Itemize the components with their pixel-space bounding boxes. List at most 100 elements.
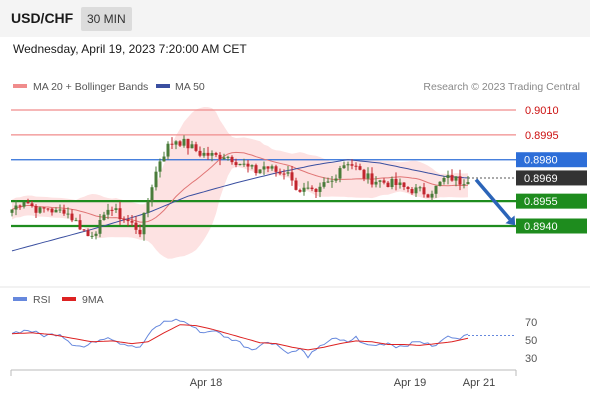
candle-body [150,187,154,202]
candle-body [318,186,322,192]
candle-body [382,180,386,183]
candle-body [102,214,106,220]
x-tick-label: Apr 18 [190,377,222,389]
ma9-legend-swatch [62,297,76,301]
candle-body [162,156,166,162]
bollinger-legend-swatch [13,84,27,88]
candle-body [70,213,74,221]
timeframe-button[interactable]: 30 MIN [81,7,132,31]
last-price-label-box [516,170,587,186]
candle-body [414,187,418,194]
rsi-line [11,318,469,359]
rsi-panel: 70 50 30 [11,317,537,365]
candle-body [302,187,306,192]
candle-body [206,152,210,156]
bollinger-legend-label: MA 20 + Bollinger Bands [33,81,148,93]
support-label: 0.8940 [524,221,558,233]
rsi-tick-label: 50 [525,335,537,347]
support-label-box [516,218,587,234]
candle-body [194,144,198,151]
pivot-label: 0.8980 [524,155,558,167]
candle-body [274,166,278,172]
candle-body [378,180,382,182]
rsi-tick-label: 70 [525,317,537,329]
candle-body [290,172,294,181]
candle-body [238,163,242,166]
candle-body [90,235,94,237]
candle-body [198,150,202,156]
candle-body [58,209,62,211]
credit-label: Research © 2023 Trading Central [423,81,580,93]
key-levels [11,109,516,228]
candle-body [294,180,298,190]
ma50-legend-label: MA 50 [175,81,205,93]
candle-body [66,213,70,215]
candle-body [418,187,422,189]
candle-body [258,169,262,174]
ma9-line [11,324,469,351]
candle-body [122,219,126,221]
candle-body [430,193,434,198]
candle-body [118,208,122,220]
rsi-tick-label: 30 [525,353,537,365]
candle-body [126,219,130,222]
forecast-arrow [474,178,516,226]
candle-body [226,156,230,158]
candle-body [310,187,314,190]
candle-body [34,206,38,213]
candle-body [306,187,310,189]
candle-body [10,209,14,213]
candle-body [234,162,238,166]
candle-body [14,205,18,210]
candle-body [94,233,98,236]
candle-body [314,189,318,192]
candle-body [422,187,426,195]
candle-body [450,175,454,181]
rsi-legend-label: RSI [33,294,51,306]
candle-body [222,157,226,160]
candle-body [442,178,446,182]
candle-body [146,201,150,213]
candle-body [374,181,378,185]
x-tick-label: Apr 21 [463,377,495,389]
candle-body [82,229,86,231]
candle-body [62,209,66,214]
candle-body [230,156,234,163]
candle-body [426,194,430,198]
candle-body [346,164,350,166]
ma50-legend-swatch [156,84,170,88]
candle-body [30,203,34,207]
candle-body [334,178,338,181]
candle-body [270,166,274,169]
candle-body [282,173,286,175]
candle-body [262,166,266,170]
candle-body [158,161,162,172]
candle-body [286,172,290,174]
candle-body [170,143,174,145]
support-label: 0.8955 [524,196,558,208]
symbol-label: USD/CHF [11,10,74,26]
candle-body [394,178,398,186]
candle-body [174,141,178,145]
candle-body [266,166,270,169]
candle-body [46,208,50,210]
candle-body [54,209,58,213]
candle-body [182,138,186,146]
candle-body [326,181,330,183]
candle-body [106,209,110,215]
candle-body [166,143,170,157]
candle-body [446,175,450,179]
candle-body [42,207,46,209]
candle-body [86,230,90,237]
candle-body [38,207,42,213]
candle-body [410,189,414,194]
bollinger-band-fill [12,107,468,259]
candle-body [78,220,82,230]
candle-body [26,202,30,204]
x-tick-label: Apr 19 [394,377,426,389]
pivot-label-box [516,152,587,168]
candle-body [338,168,342,179]
forecast-arrow-shaft [474,178,512,221]
candle-body [386,182,390,187]
